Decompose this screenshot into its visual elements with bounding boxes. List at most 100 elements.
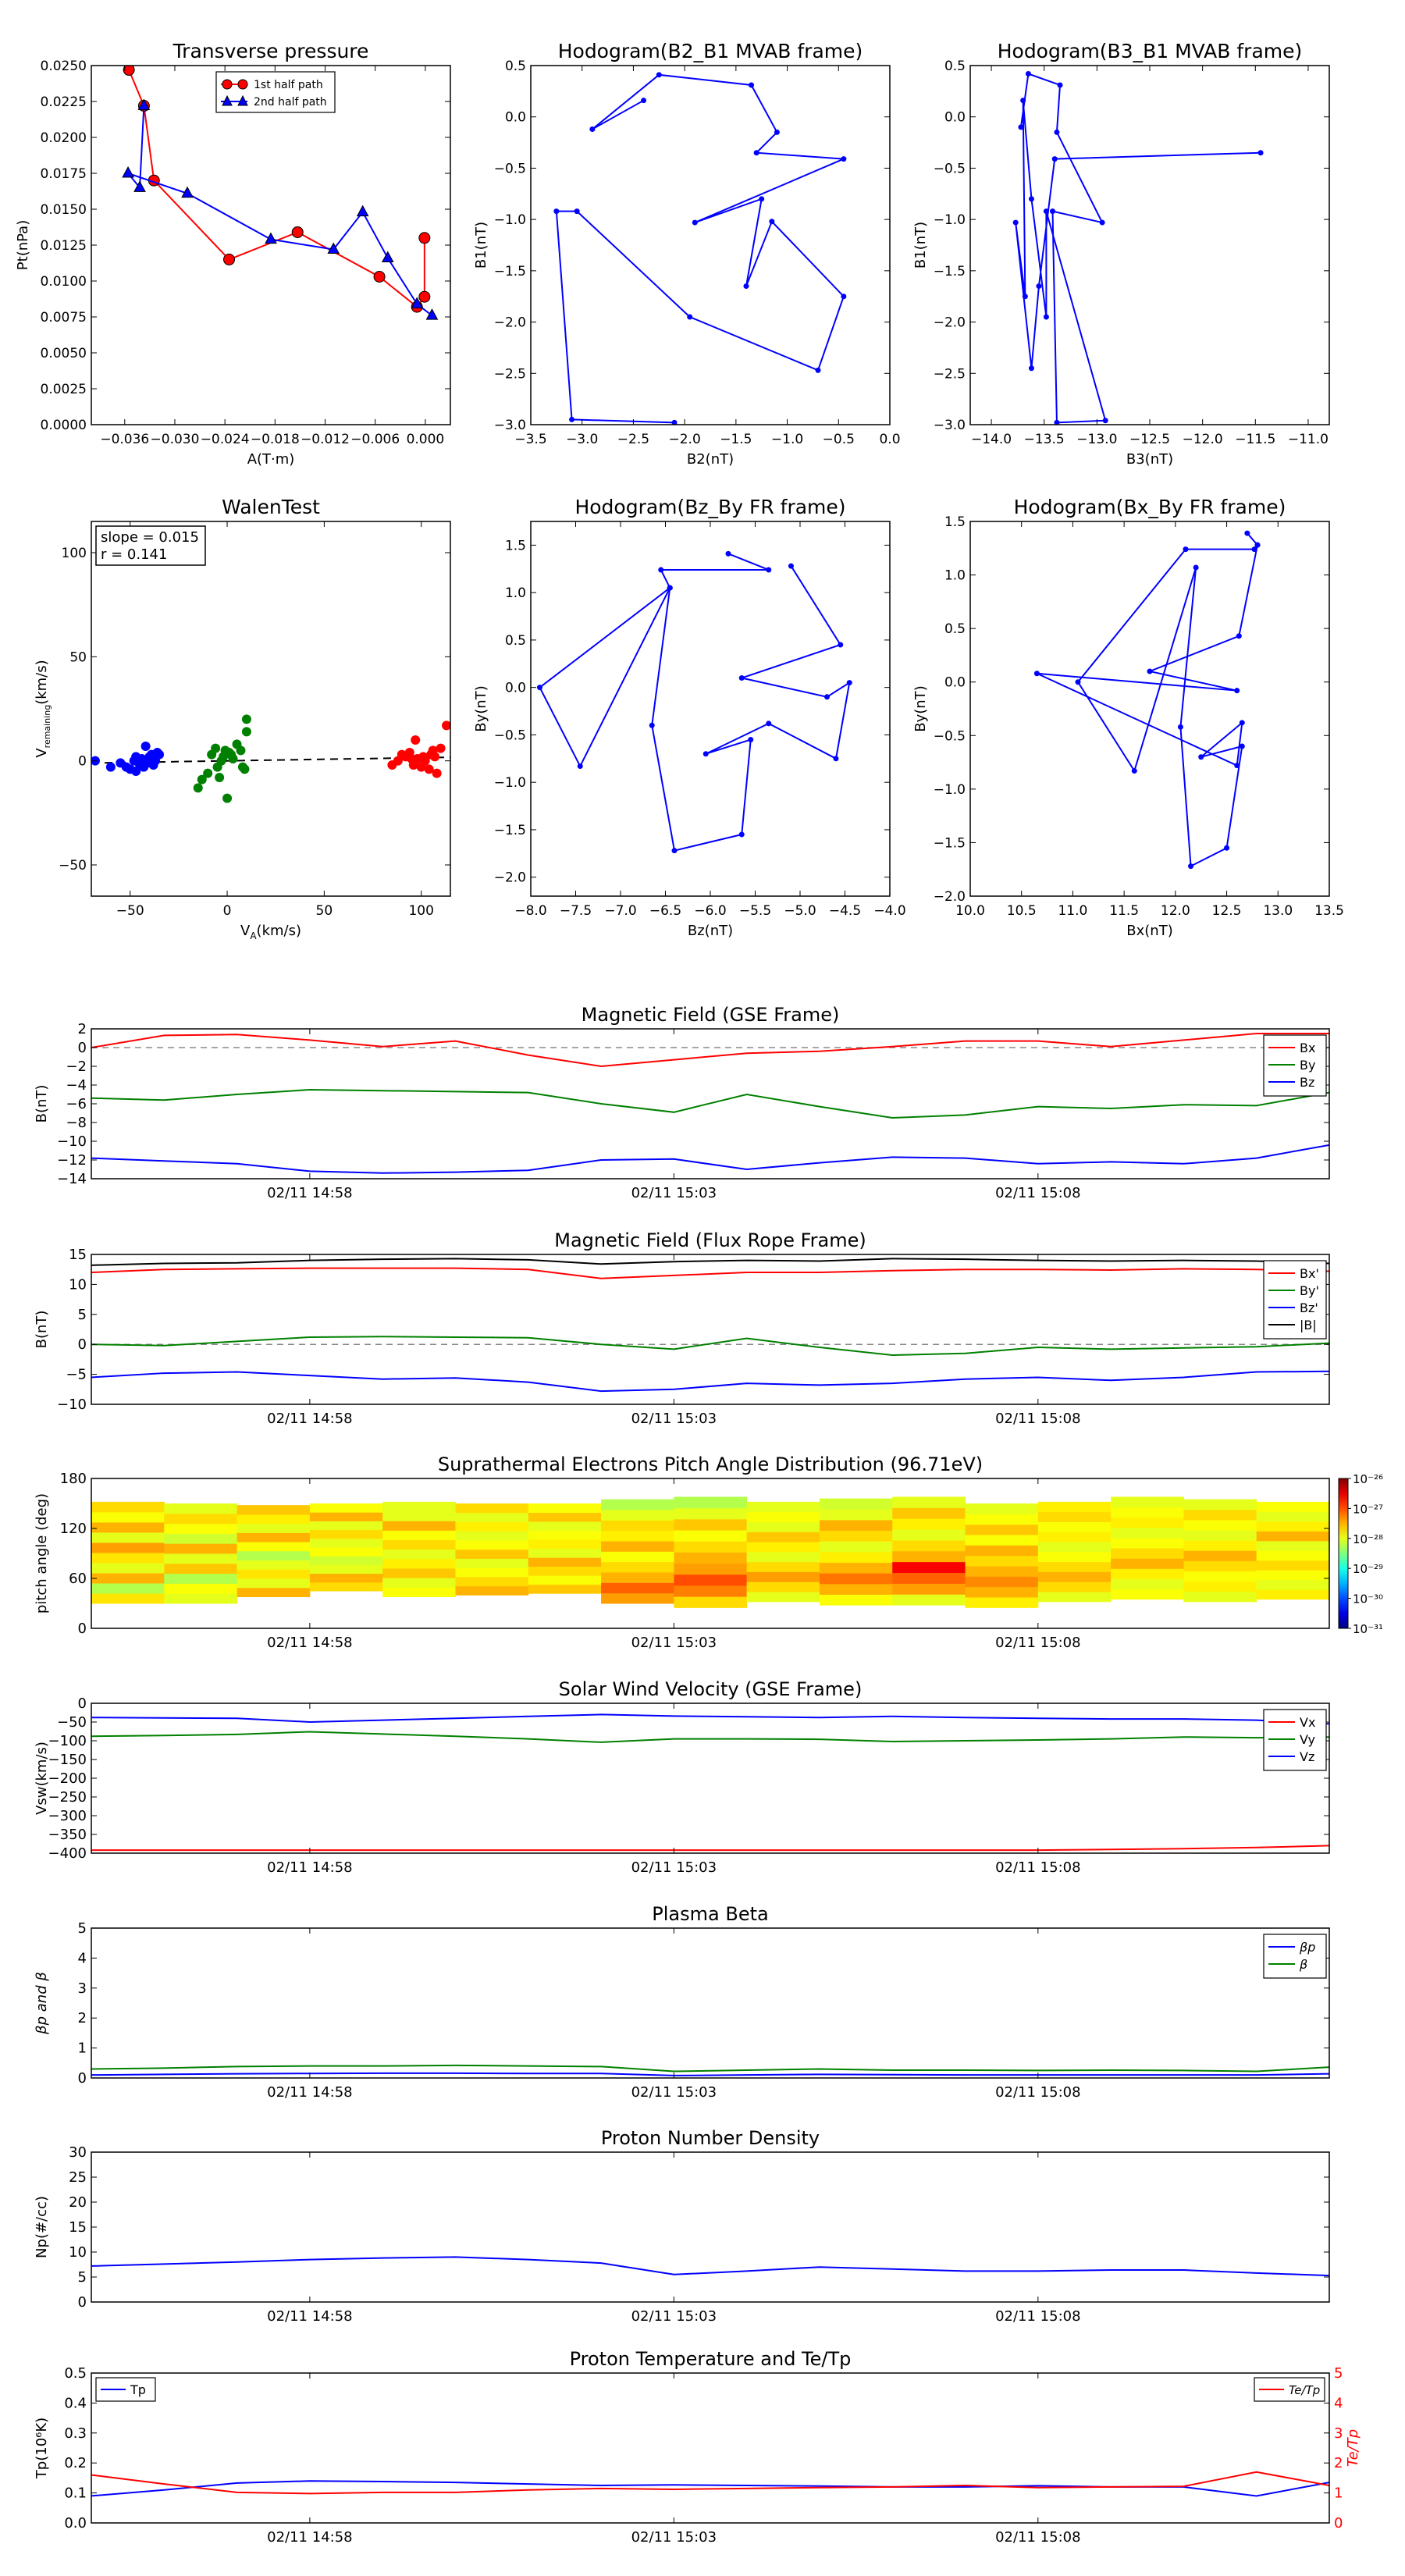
- y-tick-label: 0.0225: [41, 94, 87, 110]
- heatmap-cell: [91, 1572, 165, 1584]
- heatmap-cell: [382, 1587, 456, 1597]
- scatter-point: [241, 714, 251, 724]
- heatmap-cell: [892, 1529, 966, 1541]
- y-tick-label: 0.0000: [41, 418, 87, 433]
- data-point: [1193, 564, 1199, 571]
- y-tick-label: −50: [59, 858, 87, 873]
- scatter-point: [228, 754, 238, 763]
- heatmap-cell: [674, 1541, 748, 1553]
- legend-label: 2nd half path: [254, 96, 327, 109]
- data-point: [1036, 283, 1042, 290]
- y-tick-label: −0.5: [494, 161, 526, 176]
- series-line-0: [91, 1267, 1329, 1279]
- y-tick-label: 0.0175: [41, 166, 87, 182]
- x-tick-label: 0.0: [879, 432, 900, 447]
- chart-title: Hodogram(B2_B1 MVAB frame): [558, 40, 863, 62]
- y-tick-label: −150: [48, 1752, 87, 1768]
- x-tick-label: −3.0: [566, 432, 598, 447]
- y-tick-label: −8: [66, 1115, 87, 1131]
- heatmap-cell: [528, 1575, 602, 1585]
- series-line-0: [91, 2256, 1329, 2277]
- x-tick-label: −0.012: [301, 432, 350, 447]
- y-tick-label: 0: [78, 754, 87, 770]
- data-point: [574, 208, 580, 215]
- heatmap-cell: [674, 1507, 748, 1520]
- y-tick-label: −10: [57, 1397, 87, 1413]
- scatter-point: [240, 764, 250, 774]
- data-point: [846, 680, 852, 686]
- heatmap-cell: [309, 1503, 383, 1513]
- y-tick-label: −350: [48, 1827, 87, 1843]
- heatmap-cell: [309, 1573, 383, 1583]
- x-tick-label: 02/11 15:03: [631, 1635, 717, 1651]
- legend-label: Bz: [1300, 1075, 1314, 1090]
- x-tick-label: −0.006: [350, 432, 400, 447]
- heatmap-cell: [746, 1501, 820, 1513]
- heatmap-cell: [674, 1530, 748, 1542]
- data-point: [656, 72, 662, 78]
- y-tick-label: 180: [60, 1471, 87, 1487]
- y-axis-label: pitch angle (deg): [34, 1493, 50, 1614]
- heatmap-cell: [309, 1512, 383, 1521]
- y-axis-label: B1(nT): [912, 222, 929, 269]
- heatmap-cell: [1183, 1499, 1257, 1510]
- heatmap-cell: [237, 1569, 311, 1579]
- heatmap-cell: [1256, 1579, 1329, 1590]
- data-point: [1147, 668, 1153, 674]
- y-tick-label: 0.0: [505, 110, 526, 126]
- heatmap-cell: [164, 1593, 238, 1604]
- heatmap-cell: [1111, 1496, 1184, 1508]
- data-point: [702, 751, 709, 757]
- heatmap-cell: [455, 1503, 529, 1514]
- x-tick-label: 02/11 14:58: [267, 2308, 352, 2325]
- heatmap-cell: [1111, 1589, 1184, 1600]
- data-point: [658, 567, 664, 573]
- heatmap-cell: [528, 1584, 602, 1594]
- heatmap-cell: [1111, 1527, 1184, 1539]
- y-axis-label: Pt(nPa): [15, 220, 31, 270]
- scatter-point: [215, 773, 225, 782]
- heatmap-cell: [455, 1521, 529, 1532]
- scatter-point: [222, 793, 233, 803]
- heatmap-cell: [819, 1583, 893, 1595]
- y-axis-label: By(nT): [912, 685, 929, 731]
- y-tick-label: −0.5: [934, 161, 966, 176]
- heatmap-cell: [601, 1582, 674, 1594]
- heatmap-cell: [91, 1501, 165, 1513]
- data-point: [1224, 845, 1230, 851]
- chart-title: Hodogram(Bx_By FR frame): [1014, 496, 1286, 518]
- chart-title: Proton Number Density: [601, 2127, 820, 2149]
- heatmap-cell: [892, 1572, 966, 1584]
- heatmap-cell: [746, 1571, 820, 1582]
- x-tick-label: 02/11 15:08: [995, 1185, 1080, 1201]
- y-tick-label: 15: [69, 2219, 87, 2236]
- data-point: [327, 242, 340, 254]
- legend-label: By': [1300, 1283, 1319, 1298]
- heatmap-cell: [528, 1539, 602, 1550]
- heatmap-cell: [164, 1563, 238, 1574]
- heatmap-cell: [382, 1511, 456, 1521]
- x-tick-label: 02/11 15:03: [631, 2529, 717, 2546]
- x-tick-label: 02/11 14:58: [267, 1859, 352, 1876]
- chart-title: Suprathermal Electrons Pitch Angle Distr…: [438, 1453, 983, 1475]
- x-axis-label: Bz(nT): [688, 923, 733, 939]
- heatmap-cell: [91, 1542, 165, 1553]
- y-tick-label: 0: [78, 1695, 87, 1712]
- colorbar-tick-label: 10⁻²⁹: [1353, 1562, 1383, 1576]
- data-point: [788, 563, 794, 569]
- heatmap-cell: [1256, 1521, 1329, 1532]
- heatmap-cell: [528, 1566, 602, 1576]
- heatmap-cell: [819, 1541, 893, 1553]
- y-tick-label: −3.0: [934, 418, 966, 433]
- heatmap-cell: [1256, 1540, 1329, 1551]
- heatmap-cell: [164, 1533, 238, 1544]
- heatmap-cell: [91, 1532, 165, 1543]
- data-point: [181, 186, 194, 198]
- plot-area: [553, 72, 847, 425]
- heatmap-cell: [528, 1557, 602, 1567]
- y-tick-label: −1.0: [494, 775, 526, 791]
- y2-axis-label: Te/Tp: [1345, 2429, 1361, 2467]
- data-point: [1251, 546, 1257, 553]
- data-point: [1099, 219, 1105, 226]
- panel-plasma-beta: Plasma Beta 02/11 14:58 02/11 15:03 02/11 1…: [34, 1903, 1330, 2101]
